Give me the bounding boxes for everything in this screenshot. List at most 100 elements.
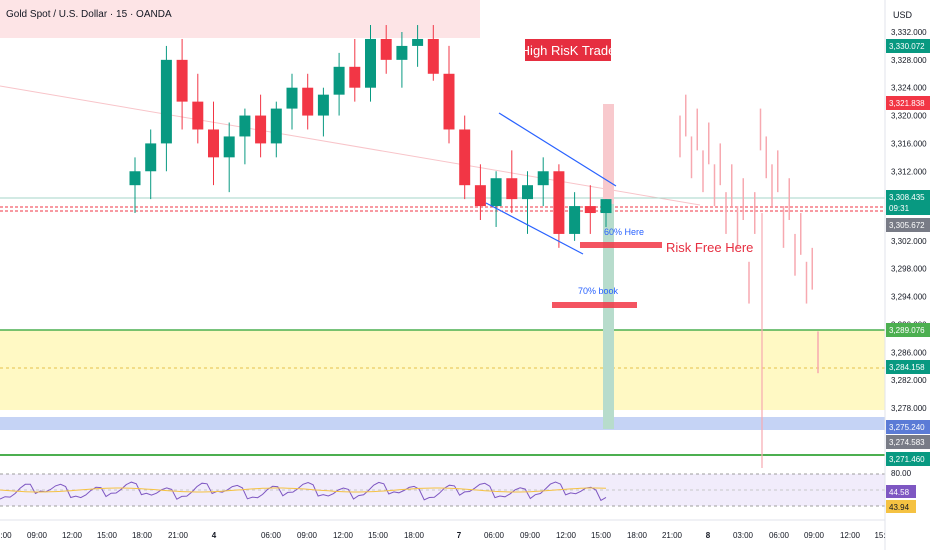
candle-body <box>506 178 518 200</box>
candle-body <box>474 185 486 207</box>
position-stop-zone <box>603 104 614 204</box>
supply-zone <box>0 0 480 38</box>
high-risk-label: High RisK Trade <box>521 43 616 58</box>
risk-free-label: Risk Free Here <box>666 240 753 255</box>
price-label-bg <box>886 323 930 337</box>
position-target-zone <box>603 204 614 429</box>
price-label-bg <box>886 420 930 434</box>
price-tick: 3,332.000 <box>891 28 927 37</box>
candle-body <box>270 108 282 144</box>
rsi-ma-value: 43.94 <box>889 503 910 512</box>
time-tick: 15:00 <box>591 531 612 540</box>
projected-path <box>679 94 819 468</box>
time-tick: 06:00 <box>769 531 790 540</box>
price-label: 3,284.158 <box>889 363 925 372</box>
price-labels: 3,330.072 3,321.838 3,308.435 09:31 3,305.67… <box>886 39 930 513</box>
chart-title: Gold Spot / U.S. Dollar · 15 · OANDA <box>6 9 172 20</box>
candle-body <box>223 136 235 158</box>
time-tick: 12:00 <box>62 531 83 540</box>
time-tick: 03:00 <box>733 531 754 540</box>
price-label: 3,274.583 <box>889 438 925 447</box>
candlestick-series <box>129 25 612 248</box>
channel-upper-line <box>498 112 617 187</box>
price-tick: 3,316.000 <box>891 139 927 148</box>
price-tick: 3,286.000 <box>891 348 927 357</box>
time-tick: 09:00 <box>520 531 541 540</box>
time-tick: 06:00 <box>261 531 282 540</box>
candle-body <box>396 45 408 60</box>
price-tick: 3,324.000 <box>891 84 927 93</box>
time-tick: 09:00 <box>297 531 318 540</box>
candle-body <box>365 38 376 88</box>
price-label-bg <box>886 435 930 449</box>
candle-body <box>569 206 581 234</box>
blue-demand-zone <box>0 417 885 430</box>
time-tick: :00 <box>0 531 12 540</box>
time-tick: 15:00 <box>97 531 118 540</box>
time-tick: 21:00 <box>662 531 683 540</box>
channel-lower-line <box>485 202 584 255</box>
candle-body <box>286 87 298 109</box>
time-tick: 12:00 <box>556 531 577 540</box>
rsi-ma-value-bg <box>886 500 916 513</box>
price-label: 3,305.672 <box>889 221 925 230</box>
price-label: 3,330.072 <box>889 42 925 51</box>
rsi-tick: 80.00 <box>891 469 912 478</box>
candle-body <box>176 59 188 102</box>
time-tick: 06:00 <box>484 531 505 540</box>
candle-body <box>333 66 345 95</box>
time-tick: 8 <box>706 531 711 540</box>
candle-body <box>302 87 314 116</box>
time-tick: 12:00 <box>840 531 861 540</box>
candle-body <box>160 59 172 144</box>
trend-line <box>0 85 701 206</box>
price-tick: 3,282.000 <box>891 376 927 385</box>
price-tick: 3,328.000 <box>891 56 927 65</box>
time-tick: 18:00 <box>132 531 153 540</box>
candle-body <box>427 38 439 74</box>
price-label: 3,275.240 <box>889 423 925 432</box>
candle-body <box>239 115 251 137</box>
candle-body <box>208 129 219 158</box>
time-tick: 09:00 <box>27 531 48 540</box>
price-label: 3,289.076 <box>889 326 925 335</box>
candle-body <box>443 73 455 130</box>
risk-free-marker <box>580 242 662 248</box>
candle-body <box>317 94 329 116</box>
time-tick: 21:00 <box>168 531 189 540</box>
price-tick: 3,278.000 <box>891 404 927 413</box>
candle-body <box>459 129 471 186</box>
candle-body <box>522 185 533 200</box>
candle-body <box>349 66 361 88</box>
price-label: 3,308.435 <box>889 193 925 202</box>
currency-label[interactable]: USD <box>893 10 913 20</box>
candle-body <box>553 171 565 234</box>
time-tick: 12:00 <box>333 531 354 540</box>
sixty-here-label: 60% Here <box>604 227 644 237</box>
price-label-bg <box>886 218 930 232</box>
candle-body <box>145 143 157 172</box>
candle-body <box>490 178 502 207</box>
time-tick: 7 <box>457 531 462 540</box>
candle-body <box>584 206 596 214</box>
time-tick: 4 <box>212 531 217 540</box>
time-axis[interactable]: :00 09:00 12:00 15:00 18:00 21:00 4 06:00 09:00 1… <box>0 531 885 540</box>
candle-body <box>537 171 549 186</box>
time-tick: 15:00 <box>368 531 389 540</box>
price-tick: 3,312.000 <box>891 167 927 176</box>
candle-body <box>129 171 141 186</box>
price-tick: 3,294.000 <box>891 293 927 302</box>
rsi-line <box>0 481 607 502</box>
rsi-value: 44.58 <box>889 488 910 497</box>
candle-body <box>192 101 204 130</box>
price-label: 3,271.460 <box>889 455 925 464</box>
price-label: 09:31 <box>889 204 910 213</box>
price-label-bg <box>886 201 930 215</box>
yellow-demand-zone <box>0 330 885 410</box>
time-tick: 15: <box>874 531 885 540</box>
price-axis[interactable]: 3,332.000 3,328.000 3,324.000 3,320.000 3,31… <box>891 28 927 478</box>
candle-body <box>600 199 612 214</box>
candle-body <box>255 115 267 144</box>
time-tick: 18:00 <box>627 531 648 540</box>
